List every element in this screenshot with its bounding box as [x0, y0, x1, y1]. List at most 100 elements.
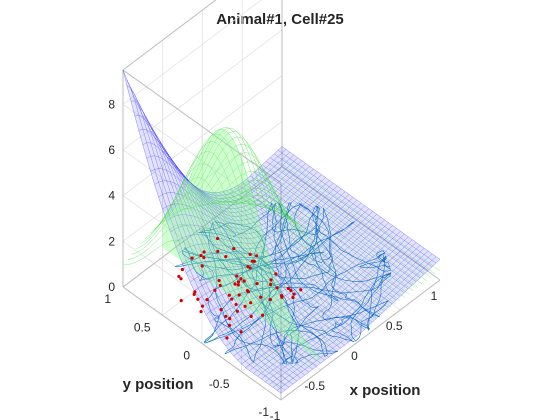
blue-mesh-line	[261, 164, 421, 279]
spike-point	[255, 254, 259, 258]
tick-labels: 0 2 4 6 8 -1 -0.5 0 0.5 1 -1 -0.5 0 0.5 1	[104, 97, 437, 420]
x-tick-label: -0.5	[304, 379, 325, 393]
spike-point	[269, 278, 273, 282]
spike-point	[291, 295, 295, 300]
z-tick-label: 0	[108, 280, 115, 294]
green-mesh-line	[255, 177, 414, 292]
z-tick-label: 6	[108, 143, 115, 157]
green-mesh-line	[268, 167, 427, 282]
green-mesh-line	[166, 127, 326, 356]
spike-point	[279, 293, 284, 298]
green-mesh-line	[264, 170, 423, 285]
spike-point	[225, 336, 229, 340]
blue-mesh-line	[214, 192, 373, 323]
blue-mesh-line	[162, 174, 322, 230]
x-tick-label: -1	[270, 409, 281, 420]
green-mesh-line	[158, 133, 317, 362]
green-mesh-line	[162, 129, 321, 359]
y-tick-label: -1	[258, 405, 269, 419]
green-mesh-line	[149, 151, 308, 369]
blue-mesh-line	[146, 155, 306, 213]
blue-mesh-line	[277, 149, 437, 264]
spike-point	[190, 256, 194, 260]
spike-point	[216, 249, 220, 253]
green-mesh-line	[242, 186, 401, 301]
x-tick-label: 0	[351, 349, 358, 363]
spike-point	[179, 299, 183, 303]
blue-mesh-line	[158, 171, 318, 226]
z-tick-label: 2	[108, 234, 115, 248]
blue-mesh-line	[238, 184, 397, 301]
blue-mesh-line	[190, 194, 350, 283]
spike-point	[233, 282, 237, 286]
green-mesh-line	[122, 239, 282, 390]
spike-point	[242, 279, 246, 283]
y-tick-label: 0.5	[134, 320, 151, 334]
blue-mesh-line	[193, 197, 354, 291]
green-mesh-line	[131, 208, 290, 383]
x-axis-label: x position	[350, 382, 421, 399]
spike-point	[275, 286, 279, 290]
z-tick-label: 8	[108, 97, 115, 111]
green-mesh-line	[281, 157, 441, 272]
spike-point	[246, 265, 250, 269]
green-mesh-line	[228, 194, 388, 311]
z-tick-label: 4	[108, 189, 115, 203]
green-mesh-line	[127, 224, 286, 387]
spike-point	[227, 293, 231, 297]
green-mesh-line	[246, 183, 405, 298]
spike-point	[299, 288, 303, 292]
spike-point	[289, 288, 293, 293]
green-mesh-line	[198, 170, 357, 333]
blue-mesh-line	[122, 69, 283, 193]
blue-mesh-line	[170, 180, 330, 239]
blue-mesh-line	[269, 157, 429, 271]
spike-point	[236, 283, 240, 287]
spike-point	[261, 313, 265, 317]
y-tick-label: 1	[104, 292, 111, 306]
spike-point	[200, 304, 205, 308]
chart-title: Animal#1, Cell#25	[216, 11, 344, 28]
blue-mesh-line	[142, 142, 302, 209]
blue-mesh-line	[258, 168, 417, 282]
green-mesh-line	[250, 180, 410, 295]
spike-point	[213, 288, 217, 292]
x-tick-label: 1	[431, 289, 438, 303]
spike-point	[218, 283, 222, 288]
spike-point	[202, 250, 206, 254]
blue-mesh-line	[265, 160, 425, 275]
spike-point	[219, 307, 223, 312]
spike-point	[196, 297, 200, 301]
spike-point	[286, 286, 291, 291]
spike-point	[268, 297, 272, 302]
blue-mesh-line	[138, 128, 298, 206]
y-axis-label: y position	[123, 376, 194, 393]
blue-mesh-line	[178, 185, 338, 254]
green-mesh-line	[259, 173, 419, 288]
green-mesh-line	[171, 127, 330, 352]
y-tick-label: 0	[183, 349, 190, 363]
spike-point	[249, 314, 253, 318]
spike-point	[205, 298, 209, 302]
spike-point	[224, 255, 228, 259]
spike-point	[228, 317, 232, 321]
spike-point	[239, 330, 243, 334]
green-mesh-line	[175, 131, 335, 349]
spike-point	[236, 280, 241, 284]
spike-point	[255, 281, 259, 286]
green-mesh-line	[233, 191, 392, 308]
green-mesh-line	[140, 177, 299, 376]
green-mesh-line	[180, 136, 339, 346]
spike-point	[180, 267, 185, 272]
blue-mesh-line	[222, 191, 381, 315]
spike-point	[215, 236, 220, 241]
blue-mesh-line	[210, 192, 369, 326]
spike-point	[274, 272, 278, 276]
blue-mesh-line	[150, 166, 310, 217]
spike-point	[192, 292, 196, 296]
spike-point	[237, 293, 241, 297]
spike-point	[199, 253, 203, 258]
spike-point	[239, 277, 243, 281]
spike-point	[269, 282, 273, 287]
green-mesh-line	[193, 161, 352, 336]
